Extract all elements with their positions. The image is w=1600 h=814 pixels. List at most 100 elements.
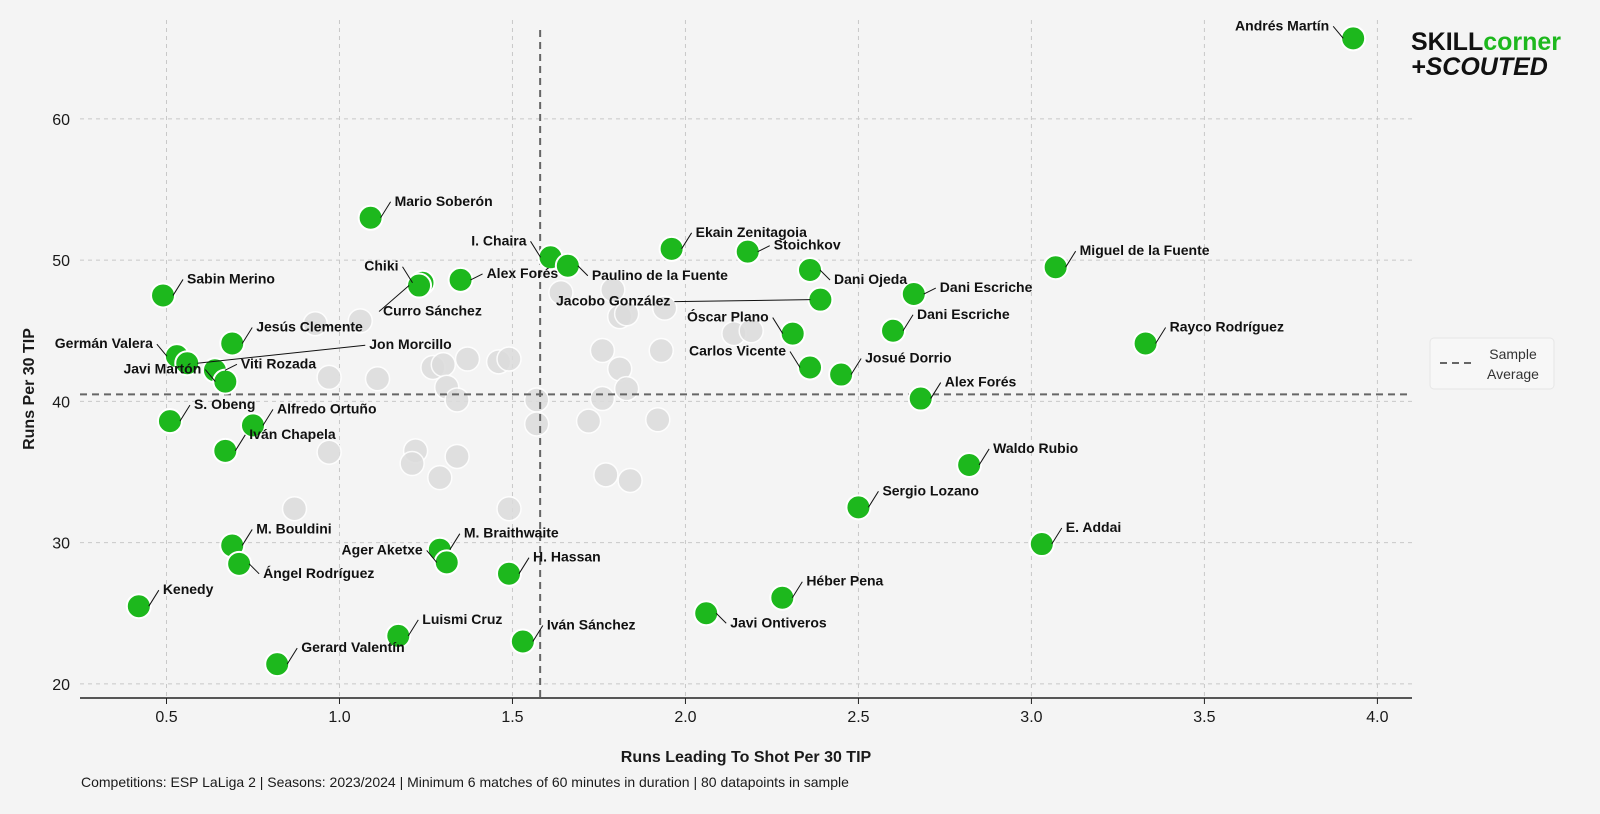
background-point — [617, 467, 643, 494]
player-point — [125, 593, 152, 620]
average-lines — [80, 30, 1412, 698]
brand-logo: SKILLcorner +SCOUTED — [1411, 28, 1561, 81]
label-leader-line — [978, 448, 990, 466]
player-point — [658, 235, 685, 262]
player-point — [1042, 254, 1069, 281]
player-label: Germán Valera — [55, 335, 153, 351]
x-tick-label: 1.5 — [501, 709, 523, 726]
player-point — [734, 238, 761, 265]
background-point — [589, 385, 616, 412]
player-label: Jesús Clemente — [256, 318, 363, 334]
player-label: Alex Forés — [945, 374, 1017, 390]
label-leader-line — [204, 369, 216, 382]
y-tick-label: 20 — [52, 677, 70, 694]
background-point — [316, 439, 342, 465]
player-point — [385, 622, 412, 649]
player-label: Dani Ojeda — [834, 271, 907, 287]
x-tick-label: 3.5 — [1193, 709, 1215, 726]
label-leader-line — [449, 533, 461, 550]
background-point — [444, 443, 470, 470]
background-point — [600, 277, 626, 303]
player-point — [219, 330, 246, 357]
player-label: Iván Sánchez — [547, 617, 636, 633]
label-leader-line — [1065, 250, 1077, 268]
player-label: Waldo Rubio — [993, 440, 1078, 456]
label-leader-line — [530, 241, 541, 258]
player-label: E. Addai — [1066, 519, 1122, 535]
label-leader-line — [197, 344, 366, 364]
player-label: Curro Sánchez — [383, 303, 482, 319]
player-label: Héber Pena — [806, 573, 883, 589]
label-leader-line — [518, 557, 530, 574]
player-label: Alex Forés — [487, 265, 559, 281]
player-point — [828, 361, 855, 388]
label-leader-line — [1332, 26, 1344, 39]
player-label: Ekain Zenitagoia — [696, 224, 807, 240]
label-leader-line — [681, 232, 693, 250]
background-point — [496, 495, 522, 522]
label-leader-line — [262, 409, 274, 426]
player-label: Jon Morcillo — [369, 336, 451, 352]
logo-skill: SKILL — [1411, 28, 1483, 56]
background-point — [430, 351, 457, 378]
label-leader-line — [923, 287, 937, 295]
player-point — [212, 368, 239, 395]
label-leader-line — [241, 529, 253, 546]
player-label: Jacobo González — [556, 293, 670, 309]
background-point — [613, 301, 640, 327]
background-point — [575, 408, 602, 434]
legend-label-line2: Average — [1487, 366, 1539, 382]
player-label: Stoichkov — [774, 237, 841, 253]
y-tick-label: 30 — [52, 536, 70, 553]
player-label: Ángel Rodríguez — [263, 565, 374, 581]
label-leader-line — [234, 434, 246, 452]
player-label: H. Hassan — [533, 549, 601, 565]
legend: Sample Average — [1429, 337, 1555, 390]
label-leader-line — [789, 351, 801, 368]
label-leader-line — [819, 269, 831, 281]
player-point — [779, 320, 806, 347]
background-point — [593, 462, 619, 488]
label-leader-line — [470, 273, 483, 281]
highlighted-points — [125, 25, 1367, 678]
player-label: Javi Martón — [123, 361, 201, 377]
player-label: Alfredo Ortuño — [277, 400, 377, 416]
player-point — [554, 252, 581, 279]
point-labels: Andrés Martín Mario Soberón I. Chaira Ekain… — [55, 17, 1344, 665]
player-point — [509, 628, 536, 655]
player-label: Sergio Lozano — [882, 482, 978, 498]
player-label: I. Chaira — [471, 232, 526, 248]
player-label: Gerard Valentín — [301, 639, 404, 655]
player-label: Sabin Merino — [187, 270, 275, 286]
player-point — [693, 600, 720, 627]
label-leader-line — [577, 265, 589, 277]
player-label: Mario Soberón — [395, 193, 493, 209]
y-axis-title: Runs Per 30 TIP — [21, 328, 38, 450]
player-label: Josué Dorrio — [865, 350, 951, 366]
player-point — [357, 204, 384, 231]
label-leader-line — [426, 550, 438, 563]
player-point — [1340, 25, 1367, 52]
player-point — [880, 317, 907, 344]
label-leader-line — [241, 327, 253, 344]
label-leader-line — [402, 266, 413, 283]
background-point — [364, 366, 391, 392]
label-leader-line — [791, 581, 803, 598]
player-point — [845, 494, 872, 521]
background-point — [454, 346, 481, 372]
player-label: Miguel de la Fuente — [1080, 242, 1210, 258]
label-leader-line — [407, 619, 419, 637]
y-tick-label: 60 — [52, 112, 70, 129]
logo-corner: corner — [1483, 28, 1561, 56]
logo-line-2: +SCOUTED — [1411, 53, 1548, 81]
player-point — [907, 385, 934, 412]
player-label: Chiki — [364, 258, 398, 274]
label-leader-line — [532, 625, 544, 642]
player-label: Andrés Martín — [1235, 17, 1329, 33]
player-point — [406, 272, 433, 299]
label-leader-line — [1051, 527, 1063, 545]
label-leader-line — [378, 285, 410, 312]
label-leader-line — [148, 589, 160, 607]
